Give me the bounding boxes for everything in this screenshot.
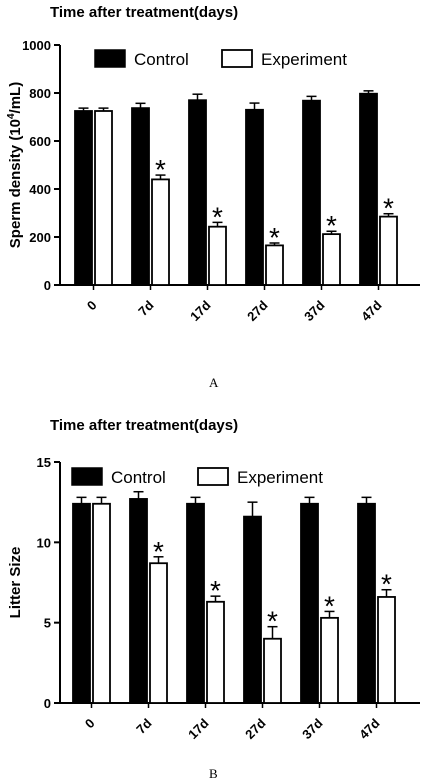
x-tick-label: 37d: [301, 297, 327, 323]
y-tick-label: 400: [29, 182, 51, 197]
bar-experiment-37d: [320, 616, 339, 704]
bar-experiment-47d: [379, 215, 398, 286]
chart-panel-B: Time after treatment(days) Litter Size 0 5 1…: [7, 417, 420, 781]
significance-star: *: [381, 569, 392, 600]
bar-experiment-17d: [208, 225, 227, 286]
legend-swatch-experiment: [221, 49, 253, 68]
significance-star: *: [153, 536, 164, 567]
x-tick-label: 27d: [242, 715, 268, 741]
y-tick-label: 0: [44, 278, 51, 293]
x-tick-label: 17d: [187, 297, 213, 323]
significance-star: *: [383, 193, 394, 224]
bar-control-0: [72, 502, 91, 704]
x-tick-label: 47d: [358, 297, 384, 323]
bar-control-17d: [186, 502, 205, 704]
bar-experiment-0: [94, 110, 113, 286]
bar-control-0: [74, 110, 93, 286]
bar-control-7d: [129, 498, 148, 704]
bar-experiment-0: [92, 502, 111, 704]
x-tick-label: 37d: [299, 715, 325, 741]
significance-star: *: [326, 210, 337, 241]
y-tick-label: 5: [44, 616, 51, 631]
legend-swatch-control: [71, 467, 103, 486]
x-tick-label: 7d: [135, 297, 156, 318]
legend-swatch-control: [94, 49, 126, 68]
bar-control-27d: [245, 108, 264, 286]
x-tick-label: 17d: [185, 715, 211, 741]
legend-label-experiment: Experiment: [237, 468, 323, 487]
bar-control-7d: [131, 107, 150, 286]
significance-star: *: [155, 154, 166, 185]
panel-label: B: [209, 766, 218, 781]
x-tick-label: 27d: [244, 297, 270, 323]
panel-label: A: [209, 375, 219, 390]
bar-experiment-7d: [149, 562, 168, 704]
bar-experiment-7d: [151, 178, 170, 286]
bar-control-27d: [243, 515, 262, 704]
y-tick-label: 200: [29, 230, 51, 245]
bar-control-47d: [359, 92, 378, 286]
significance-star: *: [324, 590, 335, 621]
y-axis-label: Sperm density (104/mL): [6, 82, 24, 248]
x-tick-label: 0: [82, 716, 98, 732]
bar-experiment-27d: [263, 637, 282, 704]
significance-star: *: [210, 575, 221, 606]
x-tick-label: 7d: [133, 715, 154, 736]
chart-title: Time after treatment(days): [50, 417, 238, 434]
legend-swatch-experiment: [197, 467, 229, 486]
legend-label-control: Control: [111, 468, 166, 487]
bar-control-37d: [302, 99, 321, 286]
significance-star: *: [269, 222, 280, 253]
bar-experiment-17d: [206, 600, 225, 704]
y-tick-label: 600: [29, 134, 51, 149]
y-tick-label: 10: [37, 535, 51, 550]
bar-experiment-27d: [265, 244, 284, 286]
y-tick-label: 0: [44, 696, 51, 711]
y-tick-label: 1000: [22, 38, 51, 53]
significance-star: *: [212, 201, 223, 232]
legend-label-experiment: Experiment: [261, 50, 347, 69]
significance-star: *: [267, 606, 278, 637]
y-tick-label: 800: [29, 86, 51, 101]
chart-title: Time after treatment(days): [50, 4, 238, 21]
x-tick-label: 47d: [356, 715, 382, 741]
bar-control-17d: [188, 99, 207, 286]
bar-experiment-37d: [322, 233, 341, 286]
x-tick-label: 0: [84, 298, 100, 314]
bar-control-37d: [300, 502, 319, 704]
y-axis-label: Litter Size: [7, 547, 24, 619]
y-tick-label: 15: [37, 455, 51, 470]
bar-experiment-47d: [377, 596, 396, 704]
legend-label-control: Control: [134, 50, 189, 69]
chart-panel-A: Time after treatment(days) Sperm density …: [6, 4, 420, 390]
bar-control-47d: [357, 502, 376, 704]
